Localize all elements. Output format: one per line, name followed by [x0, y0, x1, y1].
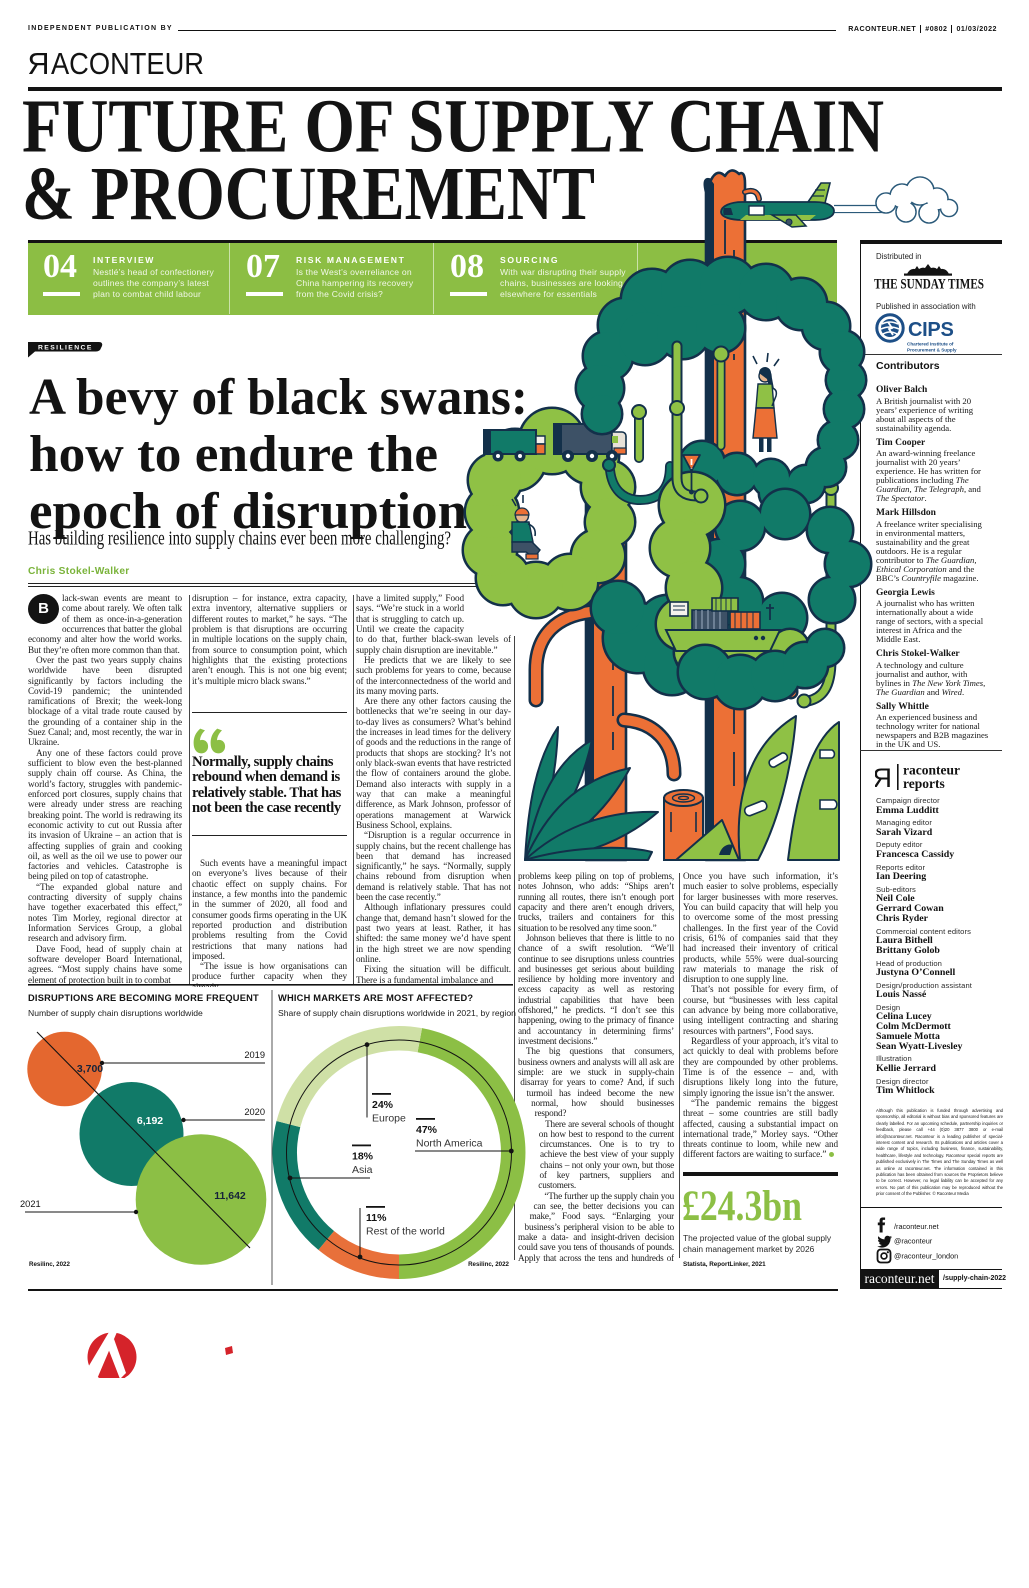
svg-text:Has building resilience into s: Has building resilience into supply chai…	[28, 529, 451, 550]
svg-text:@raconteur: @raconteur	[894, 1237, 933, 1246]
svg-text:3,700: 3,700	[77, 1063, 103, 1075]
svg-text:Resilinc, 2022: Resilinc, 2022	[29, 1261, 70, 1268]
svg-text:CIPS: CIPS	[908, 319, 953, 341]
svg-text:Resilinc, 2022: Resilinc, 2022	[468, 1261, 509, 1268]
svg-text:11,642: 11,642	[214, 1190, 246, 1202]
svg-text:R: R	[27, 47, 49, 81]
svg-text:A bevy of black swans:: A bevy of black swans:	[29, 369, 528, 426]
svg-text:Rest of the world: Rest of the world	[366, 1226, 445, 1238]
svg-text:Procurement & Supply: Procurement & Supply	[907, 348, 957, 353]
svg-text:18%: 18%	[352, 1151, 374, 1163]
svg-text:6,192: 6,192	[137, 1115, 163, 1127]
svg-text:RESILIENCE: RESILIENCE	[38, 345, 93, 352]
svg-text:Share of supply chain disrupti: Share of supply chain disruptions worldw…	[278, 1008, 516, 1018]
svg-text:2019: 2019	[244, 1050, 265, 1060]
svg-text:2020: 2020	[244, 1107, 265, 1117]
svg-text:North America: North America	[416, 1138, 483, 1150]
svg-text:2021: 2021	[20, 1199, 41, 1209]
svg-text:DISRUPTIONS ARE BECOMING MORE: DISRUPTIONS ARE BECOMING MORE FREQUENT	[28, 993, 259, 1003]
svg-text:Number of supply chain disrupt: Number of supply chain disruptions world…	[28, 1008, 203, 1018]
svg-text:24%: 24%	[372, 1099, 394, 1111]
svg-text:WHICH MARKETS ARE MOST AFFECTE: WHICH MARKETS ARE MOST AFFECTED?	[278, 993, 473, 1003]
svg-text:ACONTEUR: ACONTEUR	[51, 47, 204, 81]
svg-text:Asia: Asia	[352, 1164, 373, 1176]
svg-text:epoch of disruption: epoch of disruption	[29, 483, 467, 540]
svg-text:raconteur: raconteur	[903, 763, 960, 778]
svg-text:& PROCUREMENT: & PROCUREMENT	[22, 152, 595, 235]
svg-text:FUTURE OF SUPPLY CHAIN: FUTURE OF SUPPLY CHAIN	[22, 95, 884, 169]
svg-text:R: R	[875, 763, 892, 793]
svg-text:how to endure the: how to endure the	[29, 426, 438, 483]
svg-text:Europe: Europe	[372, 1113, 406, 1125]
svg-text:@raconteur_london: @raconteur_london	[894, 1252, 958, 1261]
svg-text:£24.3bn: £24.3bn	[682, 1183, 802, 1230]
svg-text:THE SUNDAY TIMES: THE SUNDAY TIMES	[874, 277, 984, 293]
svg-text:11%: 11%	[366, 1212, 387, 1224]
svg-text:47%: 47%	[416, 1124, 438, 1136]
svg-text:reports: reports	[903, 776, 945, 791]
svg-text:Chartered Institute of: Chartered Institute of	[907, 342, 954, 347]
svg-text:/raconteur.net: /raconteur.net	[894, 1222, 939, 1231]
